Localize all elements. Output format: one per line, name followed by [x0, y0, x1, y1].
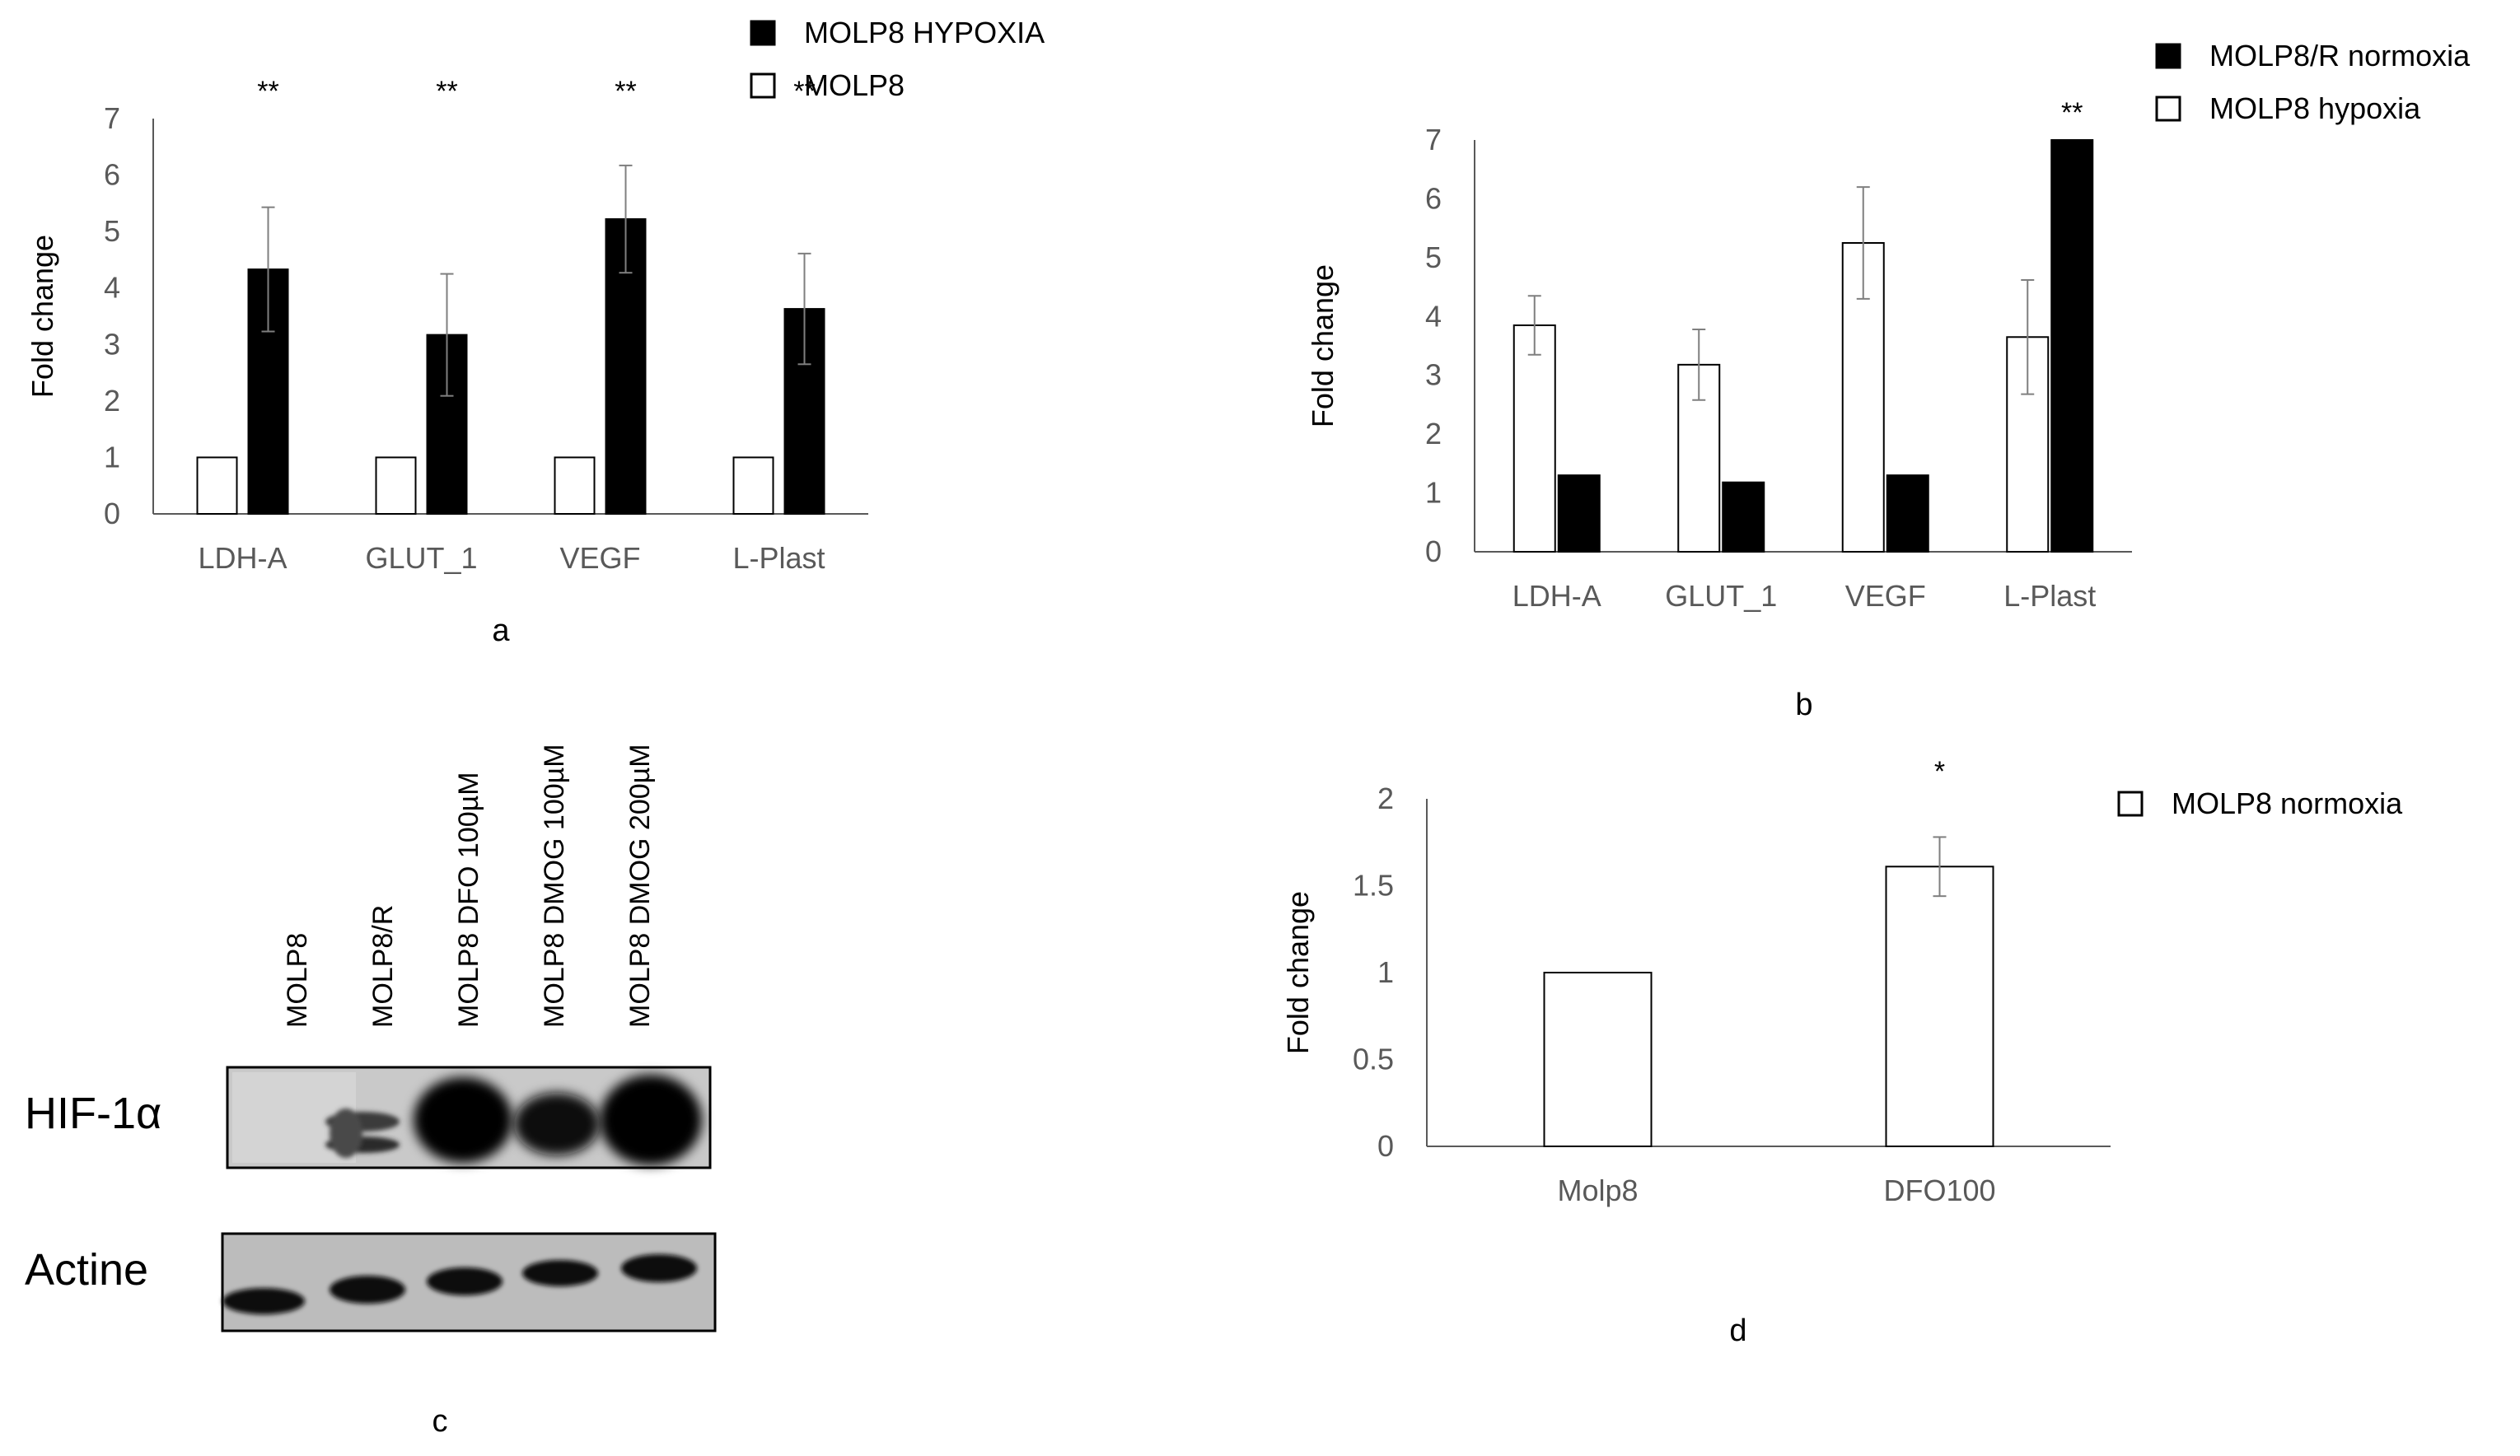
legend-label: MOLP8/R normoxia — [2209, 39, 2471, 72]
blot-strip-actine — [221, 1232, 717, 1332]
bar — [554, 456, 596, 516]
y-tick-label: 4 — [104, 271, 120, 305]
bar — [1885, 866, 1994, 1148]
y-tick-label: 0 — [1425, 534, 1442, 568]
significance-marker: ** — [436, 76, 457, 107]
blot-band — [427, 1267, 503, 1295]
bar — [2006, 336, 2050, 553]
y-axis-title: Fold change — [26, 235, 59, 398]
x-tick-label: L-Plast — [2003, 579, 2096, 613]
y-tick-label: 0.5 — [1353, 1043, 1394, 1076]
legend-label: MOLP8 — [804, 68, 905, 102]
y-axis-title: Fold change — [1281, 891, 1315, 1054]
chart-a: 0 1 2 3 4 5 6 7 Fold change LDH-A ** GLUT_1 ** VEGF **… — [26, 16, 1045, 575]
y-tick-label: 7 — [1425, 123, 1442, 156]
bar — [196, 456, 238, 516]
blot-row-label-actine: Actine — [25, 1245, 148, 1295]
bar — [375, 456, 417, 516]
legend-swatch — [750, 20, 776, 46]
lane-label: MOLP8 DMOG 200µM — [624, 744, 656, 1028]
y-tick-label: 6 — [104, 158, 120, 192]
y-tick-label: 1 — [1425, 476, 1442, 510]
y-tick-label: 4 — [1425, 299, 1442, 333]
y-tick-label: 2 — [104, 384, 120, 418]
y-tick-label: 7 — [104, 101, 120, 135]
x-tick-label: L-Plast — [732, 541, 825, 575]
blot-band — [600, 1075, 702, 1165]
legend-label: MOLP8 hypoxia — [2209, 91, 2421, 125]
significance-marker: * — [1934, 756, 1945, 787]
blot-row-label-hif: HIF-1α — [25, 1089, 161, 1138]
y-axis-title: Fold change — [1306, 264, 1339, 427]
lane-label: MOLP8 DFO 100µM — [453, 772, 484, 1028]
blot-band — [330, 1276, 405, 1304]
x-tick-label: LDH-A — [1512, 579, 1601, 613]
legend-swatch — [2117, 791, 2144, 817]
bar — [1543, 972, 1653, 1147]
chart-d: 0 0.5 1 1.5 2 Fold change Molp8 DFO100 * MOLP8 no… — [1281, 756, 2403, 1207]
y-tick-label: 6 — [1425, 181, 1442, 215]
y-tick-label: 3 — [104, 327, 120, 361]
y-tick-label: 2 — [1377, 782, 1394, 815]
blot-band — [621, 1254, 697, 1282]
bar — [426, 334, 468, 515]
blot-band — [514, 1093, 600, 1155]
y-tick-label: 1.5 — [1353, 869, 1394, 903]
y-tick-label: 3 — [1425, 358, 1442, 392]
x-tick-label: GLUT_1 — [1665, 579, 1777, 613]
x-tick-label: VEGF — [559, 541, 640, 575]
bar — [1722, 481, 1765, 553]
panel-letter-a: a — [492, 614, 510, 648]
legend-label: MOLP8 normoxia — [2172, 786, 2403, 820]
y-tick-label: 1 — [104, 440, 120, 474]
y-tick-label: 0 — [1377, 1129, 1394, 1163]
blot-strip-hif — [226, 1066, 712, 1169]
legend-swatch — [750, 72, 776, 99]
blot-lane-labels: MOLP8 MOLP8/R MOLP8 DFO 100µM MOLP8 DMOG… — [282, 744, 656, 1028]
significance-marker: ** — [615, 76, 636, 107]
legend-label: MOLP8 HYPOXIA — [804, 16, 1045, 49]
western-blot: MOLP8 MOLP8/R MOLP8 DFO 100µM MOLP8 DMOG… — [25, 744, 717, 1332]
significance-marker: ** — [2061, 97, 2083, 128]
y-tick-label: 5 — [1425, 240, 1442, 274]
blot-band — [222, 1288, 305, 1314]
x-tick-label: GLUT_1 — [365, 541, 477, 575]
chart-b: 0 1 2 3 4 5 6 7 Fold change LDH-A GLUT_1 VEGF L-Plas… — [1306, 39, 2471, 613]
bar — [1886, 474, 1929, 553]
x-tick-label: LDH-A — [198, 541, 287, 575]
x-tick-label: DFO100 — [1883, 1174, 1995, 1207]
y-tick-label: 0 — [104, 497, 120, 530]
y-tick-label: 5 — [104, 214, 120, 248]
lane-label: MOLP8 DMOG 100µM — [539, 744, 570, 1028]
y-tick-label: 1 — [1377, 955, 1394, 989]
legend-swatch — [2155, 43, 2181, 69]
bar — [2050, 139, 2094, 553]
lane-label: MOLP8/R — [367, 905, 399, 1028]
significance-marker: ** — [257, 76, 278, 107]
panel-letter-b: b — [1795, 688, 1812, 722]
bar — [1557, 474, 1601, 553]
legend-swatch — [2155, 96, 2181, 122]
x-tick-label: Molp8 — [1557, 1174, 1638, 1207]
blot-band — [325, 1108, 400, 1158]
x-tick-label: VEGF — [1845, 579, 1926, 613]
blot-band — [414, 1077, 512, 1163]
panel-letter-c: c — [432, 1404, 448, 1439]
significance-marker: ** — [793, 76, 815, 107]
lane-label: MOLP8 — [282, 933, 313, 1028]
blot-band — [522, 1260, 598, 1286]
bar — [1512, 324, 1556, 553]
panel-letter-d: d — [1729, 1314, 1746, 1348]
bar — [732, 456, 774, 516]
y-tick-label: 2 — [1425, 417, 1442, 450]
